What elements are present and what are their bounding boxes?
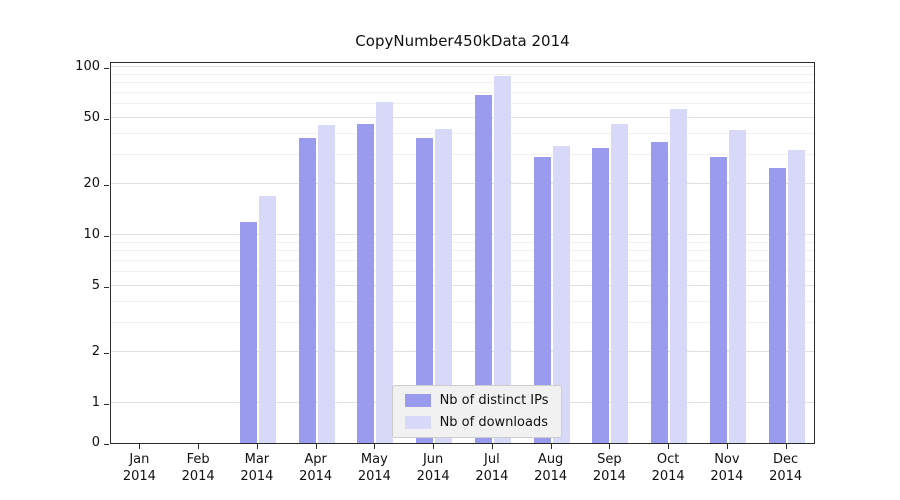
- bar-downloads: [552, 145, 570, 443]
- gridline-minor: [111, 73, 814, 75]
- y-tick-mark: [104, 404, 109, 405]
- x-tick-label: Jul 2014: [475, 452, 509, 484]
- bar-downloads: [258, 196, 276, 443]
- x-tick-label: Jan 2014: [122, 452, 156, 484]
- legend-item: Nb of downloads: [404, 415, 549, 430]
- gridline-major: [111, 116, 814, 118]
- gridline-minor: [111, 300, 814, 302]
- bar-downloads: [787, 150, 805, 443]
- x-tick-label: Jun 2014: [416, 452, 450, 484]
- gridline-minor: [111, 321, 814, 323]
- y-tick-mark: [104, 353, 109, 355]
- x-tick-mark: [139, 444, 141, 449]
- y-tick-mark: [104, 236, 109, 237]
- x-tick-label: Feb 2014: [181, 452, 215, 484]
- gridline-minor: [111, 92, 814, 94]
- bar-distinct-ips: [651, 141, 669, 443]
- legend-label: Nb of distinct IPs: [439, 393, 549, 408]
- legend-swatch-downloads: [404, 416, 431, 429]
- bar-downloads: [376, 101, 394, 443]
- gridline-major: [111, 183, 814, 185]
- plot-area: Nb of distinct IPs Nb of downloads: [110, 62, 815, 444]
- x-tick-mark: [374, 444, 376, 449]
- y-tick-label: 10: [83, 227, 100, 242]
- y-tick-mark: [104, 286, 109, 288]
- x-tick-mark: [785, 444, 787, 449]
- bar-distinct-ips: [533, 157, 551, 443]
- bar-downloads: [670, 109, 688, 443]
- gridline-major: [111, 351, 814, 353]
- x-tick-label: Dec 2014: [769, 452, 803, 484]
- x-tick-label: May 2014: [357, 452, 391, 484]
- bar-downloads: [317, 125, 335, 443]
- bar-distinct-ips: [709, 157, 727, 443]
- y-tick-label: 2: [91, 344, 100, 360]
- y-tick-mark: [104, 68, 109, 69]
- x-tick-label: Mar 2014: [240, 452, 274, 484]
- bar-downloads: [728, 130, 746, 443]
- x-tick-mark: [491, 444, 493, 449]
- y-tick-label: 20: [83, 176, 100, 192]
- x-tick-label: Oct 2014: [651, 452, 685, 484]
- bar-distinct-ips: [768, 168, 786, 443]
- x-tick-mark: [726, 444, 728, 449]
- gridline-minor: [111, 241, 814, 243]
- x-tick-mark: [433, 444, 435, 449]
- y-tick-label: 1: [91, 395, 100, 410]
- x-tick-mark: [550, 444, 552, 449]
- bar-downloads: [611, 123, 629, 443]
- gridline-major: [111, 284, 814, 286]
- bar-distinct-ips: [416, 137, 434, 443]
- chart-title: CopyNumber450kData 2014: [355, 32, 570, 50]
- bar-distinct-ips: [298, 137, 316, 443]
- gridline-minor: [111, 153, 814, 155]
- legend: Nb of distinct IPs Nb of downloads: [391, 385, 562, 438]
- x-tick-mark: [315, 444, 317, 449]
- x-tick-mark: [609, 444, 611, 449]
- x-tick-mark: [668, 444, 670, 449]
- bar-downloads: [493, 76, 511, 443]
- gridline-minor: [111, 103, 814, 105]
- gridline-minor: [111, 132, 814, 134]
- y-tick-label: 100: [75, 59, 100, 74]
- x-tick-label: Sep 2014: [592, 452, 626, 484]
- bar-distinct-ips: [357, 123, 375, 443]
- gridline-minor: [111, 250, 814, 252]
- y-tick-label: 0: [91, 435, 100, 450]
- y-tick-mark: [104, 444, 109, 445]
- legend-swatch-distinct-ips: [404, 394, 431, 407]
- legend-label: Nb of downloads: [439, 415, 548, 430]
- legend-item: Nb of distinct IPs: [404, 393, 549, 408]
- bar-downloads: [435, 128, 453, 443]
- bar-distinct-ips: [239, 221, 257, 443]
- y-tick-mark: [104, 185, 109, 187]
- x-tick-label: Apr 2014: [299, 452, 333, 484]
- y-tick-label: 50: [83, 109, 100, 125]
- gridline-minor: [111, 260, 814, 262]
- bar-distinct-ips: [592, 147, 610, 443]
- x-tick-mark: [198, 444, 200, 449]
- y-tick-label: 5: [91, 277, 100, 293]
- x-tick-label: Aug 2014: [534, 452, 568, 484]
- bar-distinct-ips: [474, 95, 492, 443]
- y-tick-mark: [104, 118, 109, 120]
- x-tick-label: Nov 2014: [710, 452, 744, 484]
- gridline-major: [111, 234, 814, 235]
- gridline-minor: [111, 82, 814, 84]
- x-tick-mark: [256, 444, 258, 449]
- gridline-minor: [111, 271, 814, 273]
- gridline-major: [111, 66, 814, 67]
